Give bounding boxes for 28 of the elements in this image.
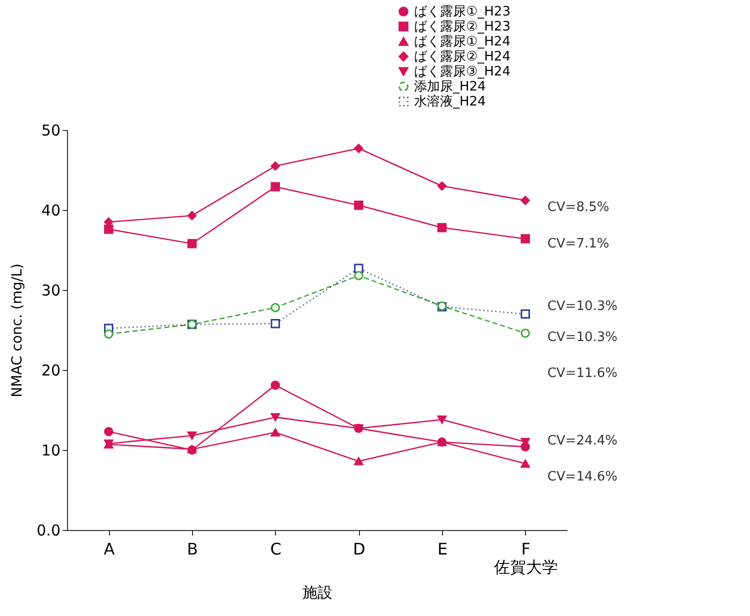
legend-label: 添加尿_H24 — [414, 80, 486, 94]
x-tick-label: E — [437, 540, 448, 558]
x-tick-label: B — [187, 540, 198, 558]
y-tick-label: 10 — [41, 442, 60, 460]
y-tick-label: 30 — [41, 282, 60, 300]
annotation: CV=11.6% — [547, 366, 618, 382]
x-tick-label: C — [270, 540, 282, 558]
annotation: CV=10.3% — [547, 299, 618, 314]
annotation: CV=14.6% — [547, 469, 618, 484]
annotation: CV=7.1% — [547, 236, 610, 252]
legend-label: ばく露尿②_H23 — [414, 20, 510, 34]
y-tick-label: 50 — [41, 122, 60, 140]
legend-label: 水溶液_H24 — [414, 94, 486, 110]
y-tick-label: 0.0 — [36, 522, 60, 540]
annotation: CV=24.4% — [547, 433, 618, 448]
y-tick-label: 20 — [41, 362, 60, 380]
legend-label: ばく露尿③_H24 — [414, 64, 510, 80]
y-axis-title: NMAC conc. (mg/L) — [10, 264, 26, 398]
x-tick-label: F 佐賀大学 — [494, 540, 558, 576]
y-tick-label: 40 — [41, 202, 60, 220]
legend-label: ばく露尿①_H24 — [414, 34, 510, 50]
annotation: CV=10.3% — [547, 330, 618, 346]
legend-label: ばく露尿①_H23 — [414, 4, 510, 20]
annotation: CV=8.5% — [547, 200, 610, 215]
x-tick-label: A — [104, 540, 115, 558]
legend-label: ばく露尿②_H24 — [414, 50, 510, 64]
x-axis-title: 施設 — [302, 584, 332, 602]
x-tick-label: D — [353, 540, 366, 558]
